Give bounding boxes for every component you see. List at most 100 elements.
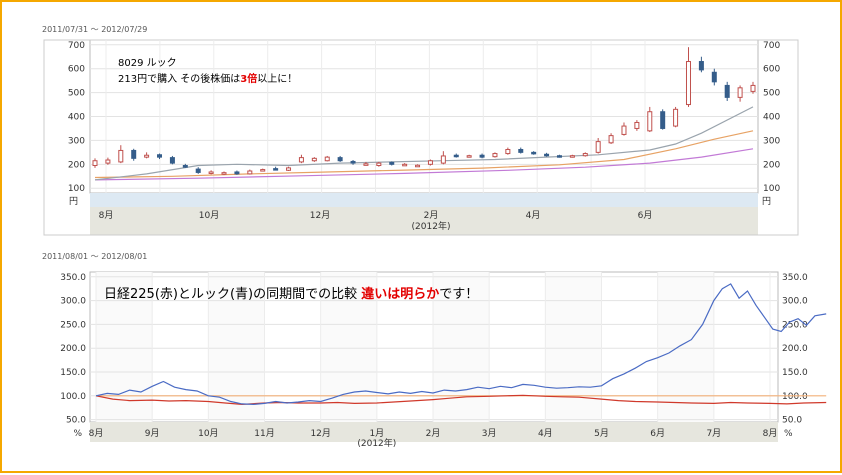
candle-body-36	[556, 155, 562, 158]
nikkei-line	[95, 394, 827, 406]
candle-body-23	[389, 161, 395, 165]
y-tick-left-2-4: 250.0	[60, 320, 86, 330]
annotation-text-b: 以上に！	[257, 73, 297, 85]
y-tick-right-1-0: 100	[763, 184, 780, 194]
x-tick-2-11: 7月	[706, 428, 721, 439]
candle-body-45	[673, 108, 679, 127]
annotation-line-2: 213円で購入 その後株価は3倍以上に！	[118, 72, 297, 85]
volume-strip	[90, 193, 758, 207]
candle-body-4	[144, 154, 150, 158]
month-band-2	[90, 422, 778, 442]
candle-body-19	[337, 157, 343, 162]
unit-label-right-1: 円	[762, 196, 771, 207]
candle-body-42	[634, 121, 640, 129]
candlestick-chart: 2011/07/31 ～ 2012/07/29 100 100 200 200 300 30…	[42, 25, 799, 236]
y-tick-left-1-0: 100	[68, 184, 85, 194]
candle-body-32	[505, 148, 511, 155]
unit-label-left-2: %	[73, 429, 82, 439]
candle-body-26	[427, 160, 433, 165]
candle-body-22	[376, 162, 382, 167]
x-tick-1-4: 4月	[526, 210, 541, 221]
x-tick-1-3: 2月	[424, 210, 439, 221]
y-tick-right-2-4: 250.0	[782, 320, 808, 330]
annotation-highlight-1: 3倍	[240, 72, 257, 85]
candle-body-48	[711, 71, 717, 83]
date-range-2: 2011/08/01 ～ 2012/08/01	[42, 252, 147, 261]
candle-body-7	[182, 165, 188, 168]
candle-body-25	[415, 164, 421, 168]
y-tick-left-1-4: 500	[68, 89, 85, 99]
y-tick-right-2-2: 150.0	[782, 368, 808, 378]
candle-body-9	[208, 171, 214, 174]
candle-body-15	[286, 167, 292, 171]
y-tick-right-2-5: 300.0	[782, 297, 808, 307]
candle-body-37	[569, 155, 575, 158]
candle-body-24	[402, 163, 408, 167]
candle-body-30	[479, 154, 485, 158]
candle-body-28	[453, 154, 459, 158]
y-tick-left-2-0: 50.0	[66, 416, 86, 426]
y-tick-right-2-1: 100.0	[782, 392, 808, 402]
x-tick-2-12: 8月	[763, 428, 778, 439]
candle-body-33	[518, 148, 524, 153]
candle-body-40	[608, 135, 614, 144]
x-tick-2-7: 3月	[482, 428, 497, 439]
candle-body-27	[440, 155, 446, 164]
x-tick-2-8: 4月	[538, 428, 553, 439]
candle-body-35	[544, 153, 550, 157]
date-range-1: 2011/07/31 ～ 2012/07/29	[42, 25, 147, 34]
candle-body-16	[298, 157, 304, 163]
candle-body-18	[324, 156, 330, 162]
y-tick-left-2-5: 300.0	[60, 297, 86, 307]
ma-line-long	[94, 148, 754, 181]
y-tick-right-1-5: 600	[763, 65, 780, 75]
candle-body-13	[260, 169, 266, 172]
candle-body-5	[157, 154, 163, 158]
candle-body-11	[234, 171, 240, 175]
chart-1-border	[43, 39, 799, 236]
candle-body-43	[647, 111, 653, 132]
annotation-2: 日経225(赤)とルック(青)の同期間での比較 違いは明らかです！	[104, 286, 478, 302]
annotation-2-end: です！	[439, 287, 478, 302]
unit-label-right-2: %	[784, 429, 793, 439]
x-tick-2-0: 8月	[89, 428, 104, 439]
candle-body-50	[737, 87, 743, 98]
annotation-title-1: 8029 ルック	[118, 57, 177, 69]
candle-body-34	[531, 151, 537, 155]
candle-body-51	[750, 84, 756, 92]
candle-body-1	[105, 159, 111, 164]
y-tick-left-1-5: 600	[68, 65, 85, 75]
candle-body-29	[466, 155, 472, 158]
line-chart: 2011/08/01 ～ 2012/08/01 50.0 50.0 100.0 100.…	[42, 252, 827, 449]
y-tick-right-1-6: 700	[763, 41, 780, 51]
y-tick-right-2-0: 50.0	[782, 416, 802, 426]
candle-body-0	[92, 160, 98, 167]
annotation-text-a: 213円で購入 その後株価は	[118, 72, 240, 85]
y-tick-left-2-6: 350.0	[60, 273, 86, 283]
candle-body-2	[118, 149, 124, 163]
x-tick-2-2: 10月	[198, 428, 218, 439]
y-tick-left-2-2: 150.0	[60, 368, 86, 378]
y-tick-right-1-2: 300	[763, 136, 780, 146]
candle-body-44	[660, 111, 666, 129]
y-tick-left-2-3: 200.0	[60, 344, 86, 354]
col-shade-10	[657, 272, 714, 422]
x-tick-1-1: 10月	[199, 210, 219, 221]
x-tick-2-6: 2月	[426, 428, 441, 439]
x-tick-2-5: 1月	[369, 428, 384, 439]
x-tick-2-3: 11月	[254, 428, 274, 439]
y-tick-left-1-3: 400	[68, 113, 85, 123]
y-tick-right-2-6: 350.0	[782, 273, 808, 283]
y-tick-right-1-4: 500	[763, 89, 780, 99]
x-tick-1-5: 6月	[638, 210, 653, 221]
unit-label-left-1: 円	[69, 196, 78, 207]
candle-body-10	[221, 172, 227, 175]
candle-body-39	[595, 141, 601, 153]
candle-body-8	[195, 168, 201, 173]
candle-body-20	[350, 160, 356, 164]
candle-body-31	[492, 153, 498, 158]
y-tick-left-1-6: 700	[68, 41, 85, 51]
y-tick-left-1-2: 300	[68, 136, 85, 146]
col-shade-0	[96, 272, 153, 422]
